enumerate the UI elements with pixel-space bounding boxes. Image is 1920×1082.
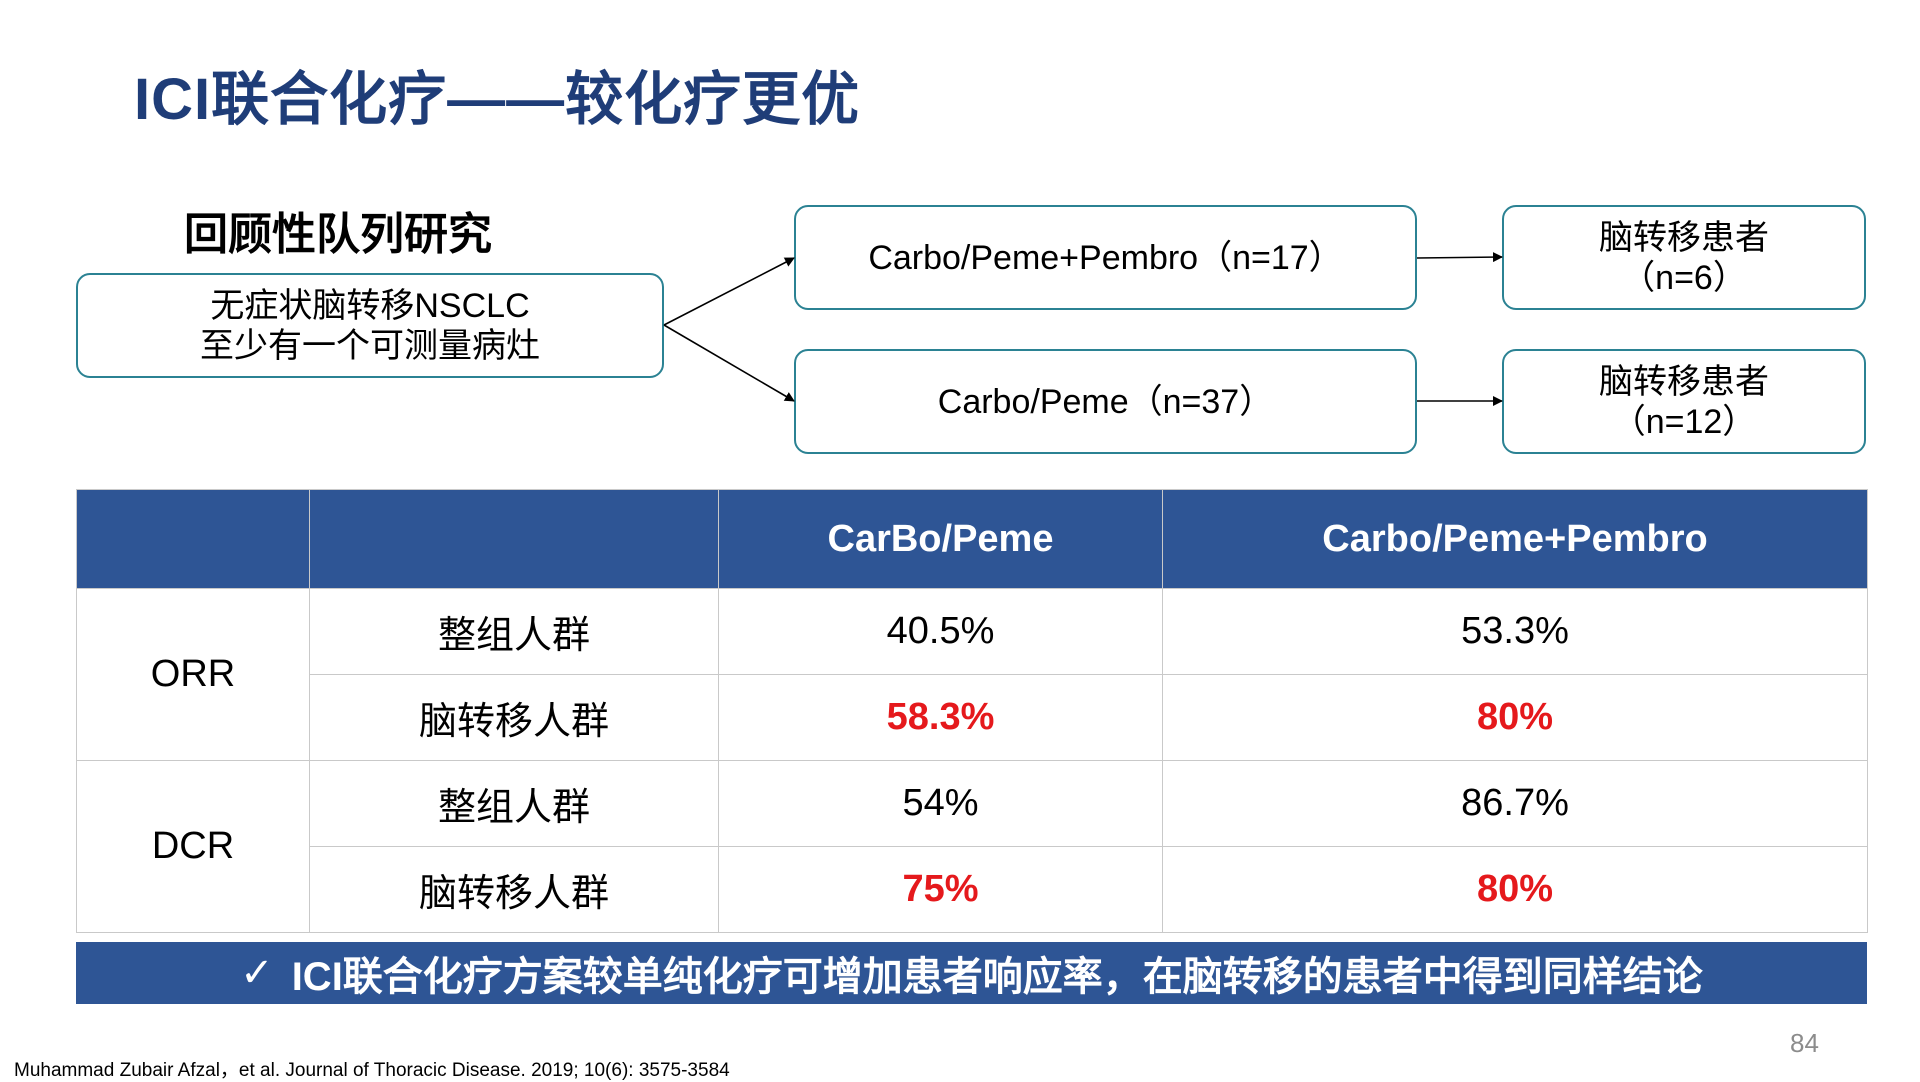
combo-arm-label: Carbo/Peme+Pembro（n=17）: [868, 238, 1343, 277]
combo-brain-mets-line-1: 脑转移患者: [1599, 218, 1769, 257]
patient-population-box: 无症状脑转移NSCLC 至少有一个可测量病灶: [76, 273, 664, 378]
metric-dcr: DCR: [76, 760, 310, 933]
arrow-to-combo-arm: [663, 257, 795, 326]
combo-value-highlight: 80%: [1162, 846, 1868, 933]
arrow-to-combo-brain-mets: [1416, 252, 1503, 263]
header-combo: Carbo/Peme+Pembro: [1162, 489, 1868, 589]
page-number: 84: [1790, 1028, 1819, 1058]
chemo-arm-label: Carbo/Peme（n=37）: [937, 382, 1274, 421]
chemo-arm-box: Carbo/Peme（n=37）: [794, 349, 1417, 454]
combo-value-highlight: 80%: [1162, 674, 1868, 761]
chemo-value-highlight: 75%: [718, 846, 1163, 933]
study-type-heading: 回顾性队列研究: [184, 210, 492, 259]
population-cell: 脑转移人群: [309, 674, 719, 761]
conclusion-text: ICI联合化疗方案较单纯化疗可增加患者响应率，在脑转移的患者中得到同样结论: [291, 955, 1703, 999]
chemo-value: 54%: [718, 760, 1163, 847]
citation: Muhammad Zubair Afzal，et al. Journal of …: [14, 1060, 730, 1081]
table-header-row: CarBo/Peme Carbo/Peme+Pembro: [76, 489, 1868, 589]
population-line-1: 无症状脑转移NSCLC: [210, 286, 530, 325]
chemo-brain-mets-line-1: 脑转移患者: [1599, 362, 1769, 401]
combo-arm-box: Carbo/Peme+Pembro（n=17）: [794, 205, 1417, 310]
conclusion-banner: ✓ ICI联合化疗方案较单纯化疗可增加患者响应率，在脑转移的患者中得到同样结论: [76, 942, 1867, 1004]
header-chemo: CarBo/Peme: [718, 489, 1163, 589]
population-line-2: 至少有一个可测量病灶: [200, 326, 540, 365]
combo-value: 53.3%: [1162, 588, 1868, 675]
chemo-value: 40.5%: [718, 588, 1163, 675]
table-row: DCR 整组人群 54% 86.7%: [76, 760, 1868, 933]
population-cell: 脑转移人群: [309, 846, 719, 933]
slide-title: ICI联合化疗——较化疗更优: [134, 67, 861, 132]
population-cell: 整组人群: [309, 588, 719, 675]
arrow-to-chemo-arm: [663, 324, 795, 402]
results-table: CarBo/Peme Carbo/Peme+Pembro ORR 整组人群 40…: [76, 489, 1868, 933]
chemo-brain-mets-box: 脑转移患者 （n=12）: [1502, 349, 1866, 454]
header-population: [309, 489, 719, 589]
table-row: 脑转移人群 58.3% 80%: [77, 674, 1868, 761]
chemo-value-highlight: 58.3%: [718, 674, 1163, 761]
header-metric: [76, 489, 310, 589]
table-row: 脑转移人群 75% 80%: [77, 846, 1868, 933]
checkmark-icon: ✓: [240, 951, 274, 995]
combo-value: 86.7%: [1162, 760, 1868, 847]
chemo-brain-mets-line-2: （n=12）: [1611, 402, 1757, 441]
population-cell: 整组人群: [309, 760, 719, 847]
combo-brain-mets-box: 脑转移患者 （n=6）: [1502, 205, 1866, 310]
combo-brain-mets-line-2: （n=6）: [1621, 258, 1747, 297]
metric-orr: ORR: [76, 588, 310, 761]
table-row: ORR 整组人群 40.5% 53.3%: [76, 588, 1868, 761]
